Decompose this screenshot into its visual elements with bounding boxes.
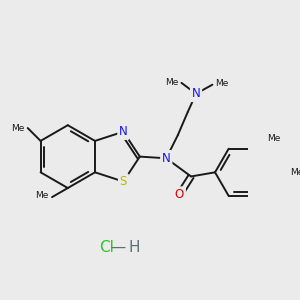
Text: Me: Me: [268, 134, 281, 143]
Text: N: N: [119, 125, 128, 138]
Text: Me: Me: [35, 191, 49, 200]
Text: —: —: [110, 240, 125, 255]
Text: N: N: [192, 87, 200, 100]
Text: O: O: [175, 188, 184, 201]
Text: N: N: [162, 152, 171, 165]
Text: Me: Me: [215, 80, 228, 88]
Text: Cl: Cl: [99, 240, 114, 255]
Text: Me: Me: [11, 124, 24, 134]
Text: Me: Me: [166, 77, 179, 86]
Text: Me: Me: [290, 168, 300, 177]
Text: H: H: [129, 240, 140, 255]
Text: S: S: [120, 175, 127, 188]
